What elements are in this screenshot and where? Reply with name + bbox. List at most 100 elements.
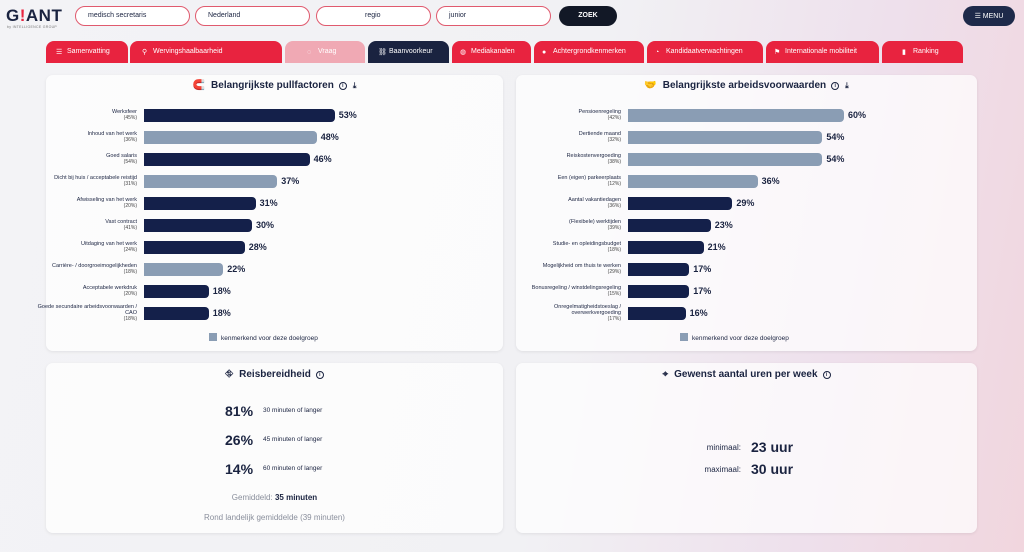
arbeidsvoorwaarde-bar[interactable] bbox=[628, 263, 690, 276]
pullfactor-row: Carrière- / doorgroeimogelijkheden (18%) 2… bbox=[52, 260, 444, 278]
pullfactor-bar[interactable] bbox=[144, 153, 310, 166]
list-icon: ☰ bbox=[56, 49, 63, 56]
route-icon: ⛗ bbox=[225, 369, 234, 380]
menu-button[interactable]: ☰ MENU bbox=[963, 6, 1015, 26]
legend-swatch bbox=[209, 333, 217, 341]
arbeidsvoorwaarde-bar[interactable] bbox=[628, 131, 823, 144]
pullfactor-bar[interactable] bbox=[144, 241, 245, 254]
tab-mediakanalen[interactable]: ◍ Mediakanalen bbox=[452, 41, 531, 63]
pullfactor-category: Dicht bij huis / acceptabele reistijd bbox=[54, 175, 137, 181]
arbeidsvoorwaarde-row: Mogelijkheid om thuis te werken (29%) 17% bbox=[543, 260, 928, 278]
reis-average: Gemiddeld: 35 minuten bbox=[231, 493, 318, 502]
arbeidsvoorwaarde-bar[interactable] bbox=[628, 241, 704, 254]
globe-icon: ◍ bbox=[460, 49, 467, 56]
top-bar: G!ANT by INTELLIGENCE GROUP medisch secr… bbox=[0, 0, 1024, 36]
pullfactor-row: Goed salaris (54%) 46% bbox=[106, 150, 444, 168]
download-icon[interactable]: ⤓ bbox=[352, 81, 357, 90]
arbeidsvoorwaarde-value-label: 17% bbox=[693, 286, 712, 296]
pullfactor-sub-value: (20%) bbox=[123, 291, 137, 297]
magnet-icon: 🧲 bbox=[192, 80, 206, 91]
pullfactoren-legend: kenmerkend voor deze doelgroep bbox=[209, 333, 318, 342]
tab-samenvatting[interactable]: ☰ Samenvatting bbox=[46, 41, 128, 63]
arbeidsvoorwaarde-bar[interactable] bbox=[628, 307, 686, 320]
pullfactor-row: Werksfeer (45%) 53% bbox=[112, 106, 444, 124]
arbeidsvoorwaarde-value-label: 54% bbox=[826, 132, 845, 142]
arbeidsvoorwaarde-label: Onregelmatigheidstoeslag / overwerkvergo… bbox=[518, 304, 628, 322]
download-icon[interactable]: ⤓ bbox=[845, 81, 849, 90]
giant-logo[interactable]: G!ANT bbox=[6, 6, 63, 25]
arbeidsvoorwaarde-sub-value: (32%) bbox=[607, 137, 621, 143]
pullfactor-category: Inhoud van het werk bbox=[87, 131, 137, 137]
info-icon[interactable]: i bbox=[315, 371, 324, 379]
search-button[interactable]: ZOEK bbox=[559, 6, 617, 26]
uren-min-value: 23 uur bbox=[751, 439, 794, 455]
pullfactoren-title: 🧲 Belangrijkste pullfactoren i ⤓ bbox=[192, 80, 357, 91]
logo-subtitle: by INTELLIGENCE GROUP bbox=[7, 25, 58, 29]
arbeidsvoorwaarde-bar[interactable] bbox=[628, 219, 711, 232]
menu-label: MENU bbox=[982, 13, 1004, 20]
country-search-input[interactable]: Nederland bbox=[195, 6, 310, 26]
arbeidsvoorwaarde-value-label: 23% bbox=[714, 220, 733, 230]
tab-wervingshaalbaarheid[interactable]: ⚲ Wervingshaalbaarheid bbox=[130, 41, 282, 63]
arbeidsvoorwaarde-row: Bonusregeling / winstdelingsregeling (15%… bbox=[532, 282, 928, 300]
info-icon[interactable]: i bbox=[822, 371, 831, 379]
pullfactor-row: Vast contract (41%) 30% bbox=[105, 216, 444, 234]
uren-max-label: maximaal: bbox=[704, 465, 741, 474]
arbeidsvoorwaarde-bar[interactable] bbox=[628, 197, 733, 210]
pullfactor-sub-value: (45%) bbox=[123, 115, 137, 121]
pullfactor-label: Uitdaging van het werk (24%) bbox=[34, 241, 144, 253]
arbeidsvoorwaarde-bar[interactable] bbox=[628, 285, 690, 298]
pullfactor-sub-value: (41%) bbox=[123, 225, 137, 231]
tab-baanvoorkeur[interactable]: ⛓ Baanvoorkeur bbox=[368, 41, 449, 63]
pullfactor-bar[interactable] bbox=[144, 285, 209, 298]
arbeidsvoorwaarde-category: Pensioenregeling bbox=[578, 109, 621, 115]
pullfactor-bar[interactable] bbox=[144, 175, 278, 188]
level-search-input[interactable]: junior bbox=[436, 6, 551, 26]
arbeidsvoorwaarde-sub-value: (42%) bbox=[607, 115, 621, 121]
arbeidsvoorwaarde-value-label: 17% bbox=[693, 264, 712, 274]
arbeidsvoorwaarde-category: (Flexibele) werktijden bbox=[569, 219, 621, 225]
info-icon[interactable]: i bbox=[831, 82, 840, 90]
pullfactor-label: Goed salaris (54%) bbox=[34, 153, 144, 165]
arbeidsvoorwaarde-category: Studie- en opleidingsbudget bbox=[552, 241, 621, 247]
arbeidsvoorwaarde-label: (Flexibele) werktijden (39%) bbox=[518, 219, 628, 231]
arbeidsvoorwaarde-bar[interactable] bbox=[628, 153, 823, 166]
reisbereidheid-card: ⛗ Reisbereidheid i 81% 30 minuten of langer… bbox=[46, 363, 503, 533]
function-search-input[interactable]: medisch secretaris bbox=[75, 6, 190, 26]
pullfactor-row: Inhoud van het werk (36%) 48% bbox=[87, 128, 444, 146]
tab-vraag[interactable]: ◌ Vraag bbox=[285, 41, 365, 63]
arbeidsvoorwaarde-sub-value: (36%) bbox=[607, 203, 621, 209]
arbeidsvoorwaarde-category: Dertiende maand bbox=[578, 131, 621, 137]
pullfactor-bar[interactable] bbox=[144, 307, 209, 320]
handshake-icon: 🤝 bbox=[644, 80, 657, 91]
arbeidsvoorwaarde-value-label: 36% bbox=[761, 176, 780, 186]
tab-internationale-mobiliteit[interactable]: ⚑ Internationale mobiliteit bbox=[766, 41, 879, 63]
arbeidsvoorwaarde-bar[interactable] bbox=[628, 109, 844, 122]
info-icon[interactable]: i bbox=[338, 82, 347, 90]
pullfactor-sub-value: (20%) bbox=[123, 203, 137, 209]
tab-ranking[interactable]: ▮ Ranking bbox=[882, 41, 963, 63]
pullfactor-row: Goede secundaire arbeidsvoorwaarden / CA… bbox=[38, 304, 444, 322]
pullfactor-sub-value: (24%) bbox=[123, 247, 137, 253]
legend-swatch bbox=[680, 333, 688, 341]
pullfactor-value-label: 37% bbox=[281, 176, 300, 186]
region-search-input[interactable]: regio bbox=[316, 6, 431, 26]
arbeidsvoorwaarde-value-label: 16% bbox=[689, 308, 708, 318]
tab-kandidaatverwachtingen[interactable]: ◔ Kandidaatverwachtingen bbox=[647, 41, 763, 63]
pullfactor-sub-value: (18%) bbox=[123, 316, 137, 322]
pullfactor-bar[interactable] bbox=[144, 109, 335, 122]
pullfactor-bar[interactable] bbox=[144, 131, 317, 144]
pullfactor-row: Dicht bij huis / acceptabele reistijd (31… bbox=[54, 172, 444, 190]
arbeidsvoorwaarde-row: Aantal vakantiedagen (36%) 29% bbox=[568, 194, 928, 212]
arbeidsvoorwaarde-bar[interactable] bbox=[628, 175, 758, 188]
arbeidsvoorwaarden-card: 🤝 Belangrijkste arbeidsvoorwaarden i ⤓ Pens… bbox=[516, 75, 977, 351]
tab-achtergrondkenmerken[interactable]: ● Achtergrondkenmerken bbox=[534, 41, 644, 63]
pullfactor-bar[interactable] bbox=[144, 219, 252, 232]
reisbereidheid-title: ⛗ Reisbereidheid i bbox=[46, 369, 503, 380]
arbeidsvoorwaarde-label: Studie- en opleidingsbudget (18%) bbox=[518, 241, 628, 253]
pullfactor-bar[interactable] bbox=[144, 263, 224, 276]
tag-icon: ⌖ bbox=[662, 369, 669, 380]
pullfactor-value-label: 53% bbox=[338, 110, 357, 120]
arbeidsvoorwaarde-value-label: 21% bbox=[707, 242, 726, 252]
pullfactor-bar[interactable] bbox=[144, 197, 256, 210]
